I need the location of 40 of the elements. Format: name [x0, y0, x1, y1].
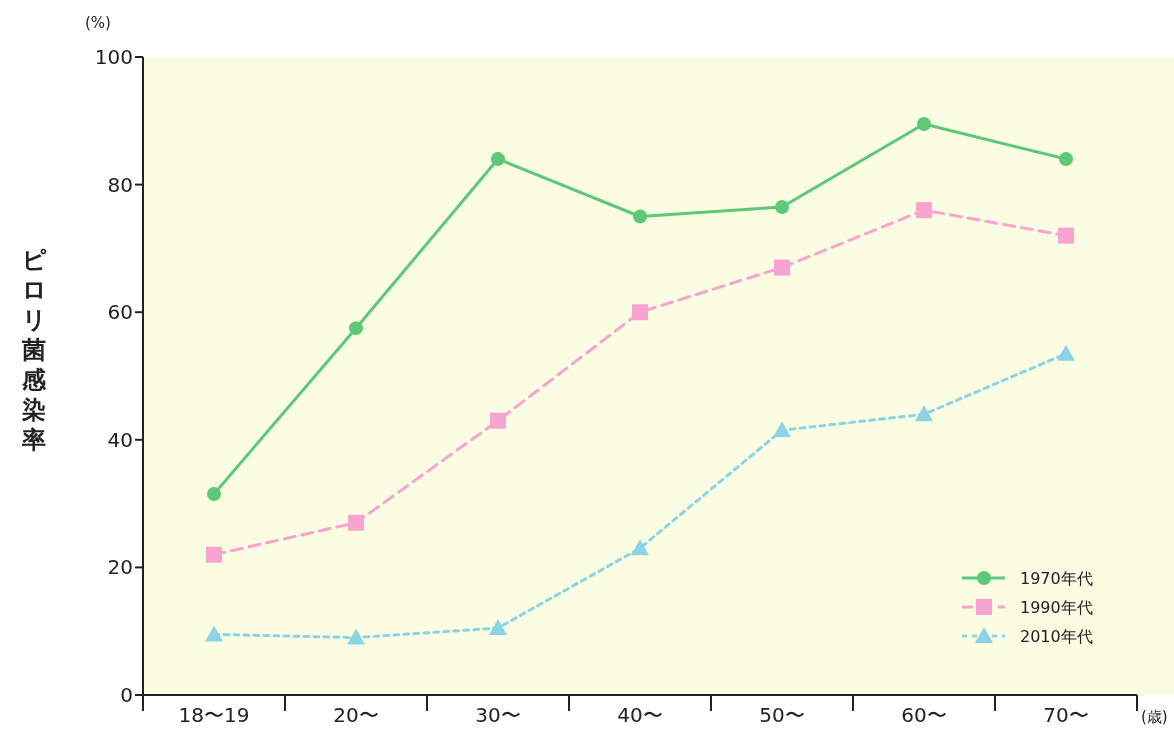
x-tick-label: 18〜19 [178, 703, 250, 727]
x-axis-title: (歳) [1141, 708, 1168, 726]
x-tick-label: 40〜 [617, 703, 663, 727]
point [207, 487, 221, 502]
y-tick-label: 20 [107, 555, 133, 580]
point [774, 259, 790, 276]
point [206, 546, 222, 563]
point [347, 628, 365, 645]
point [773, 421, 791, 438]
point [917, 116, 931, 131]
text: (%) [85, 14, 111, 32]
x-tick-label: 20〜 [333, 703, 379, 727]
point [916, 202, 932, 219]
y-tick-label: 0 [120, 683, 133, 707]
y-axis-title: ピロリ菌感染率 [21, 246, 47, 454]
point [349, 321, 363, 336]
point [915, 405, 933, 422]
point [633, 209, 647, 224]
point [1059, 152, 1073, 167]
x-tick-label: 50〜 [759, 703, 805, 727]
x-tick-label: 30〜 [475, 703, 521, 727]
point [348, 514, 364, 531]
legend-label: 1990年代 [1020, 598, 1093, 617]
point [775, 199, 789, 214]
y-tick-label: 40 [107, 427, 133, 452]
point [1057, 344, 1075, 361]
y-tick-label: 60 [107, 300, 133, 325]
y-tick-label: 80 [107, 172, 133, 197]
point [632, 304, 648, 321]
legend-label: 1970年代 [1020, 569, 1093, 588]
point [1058, 227, 1074, 244]
y-tick-label: 100 [94, 45, 133, 69]
x-tick-label: 70〜 [1043, 703, 1089, 727]
point [490, 412, 506, 429]
point [631, 539, 649, 556]
point [489, 619, 507, 636]
x-tick-label: 60〜 [901, 703, 947, 727]
point [491, 152, 505, 167]
point [205, 625, 223, 642]
legend-label: 2010年代 [1020, 627, 1093, 646]
